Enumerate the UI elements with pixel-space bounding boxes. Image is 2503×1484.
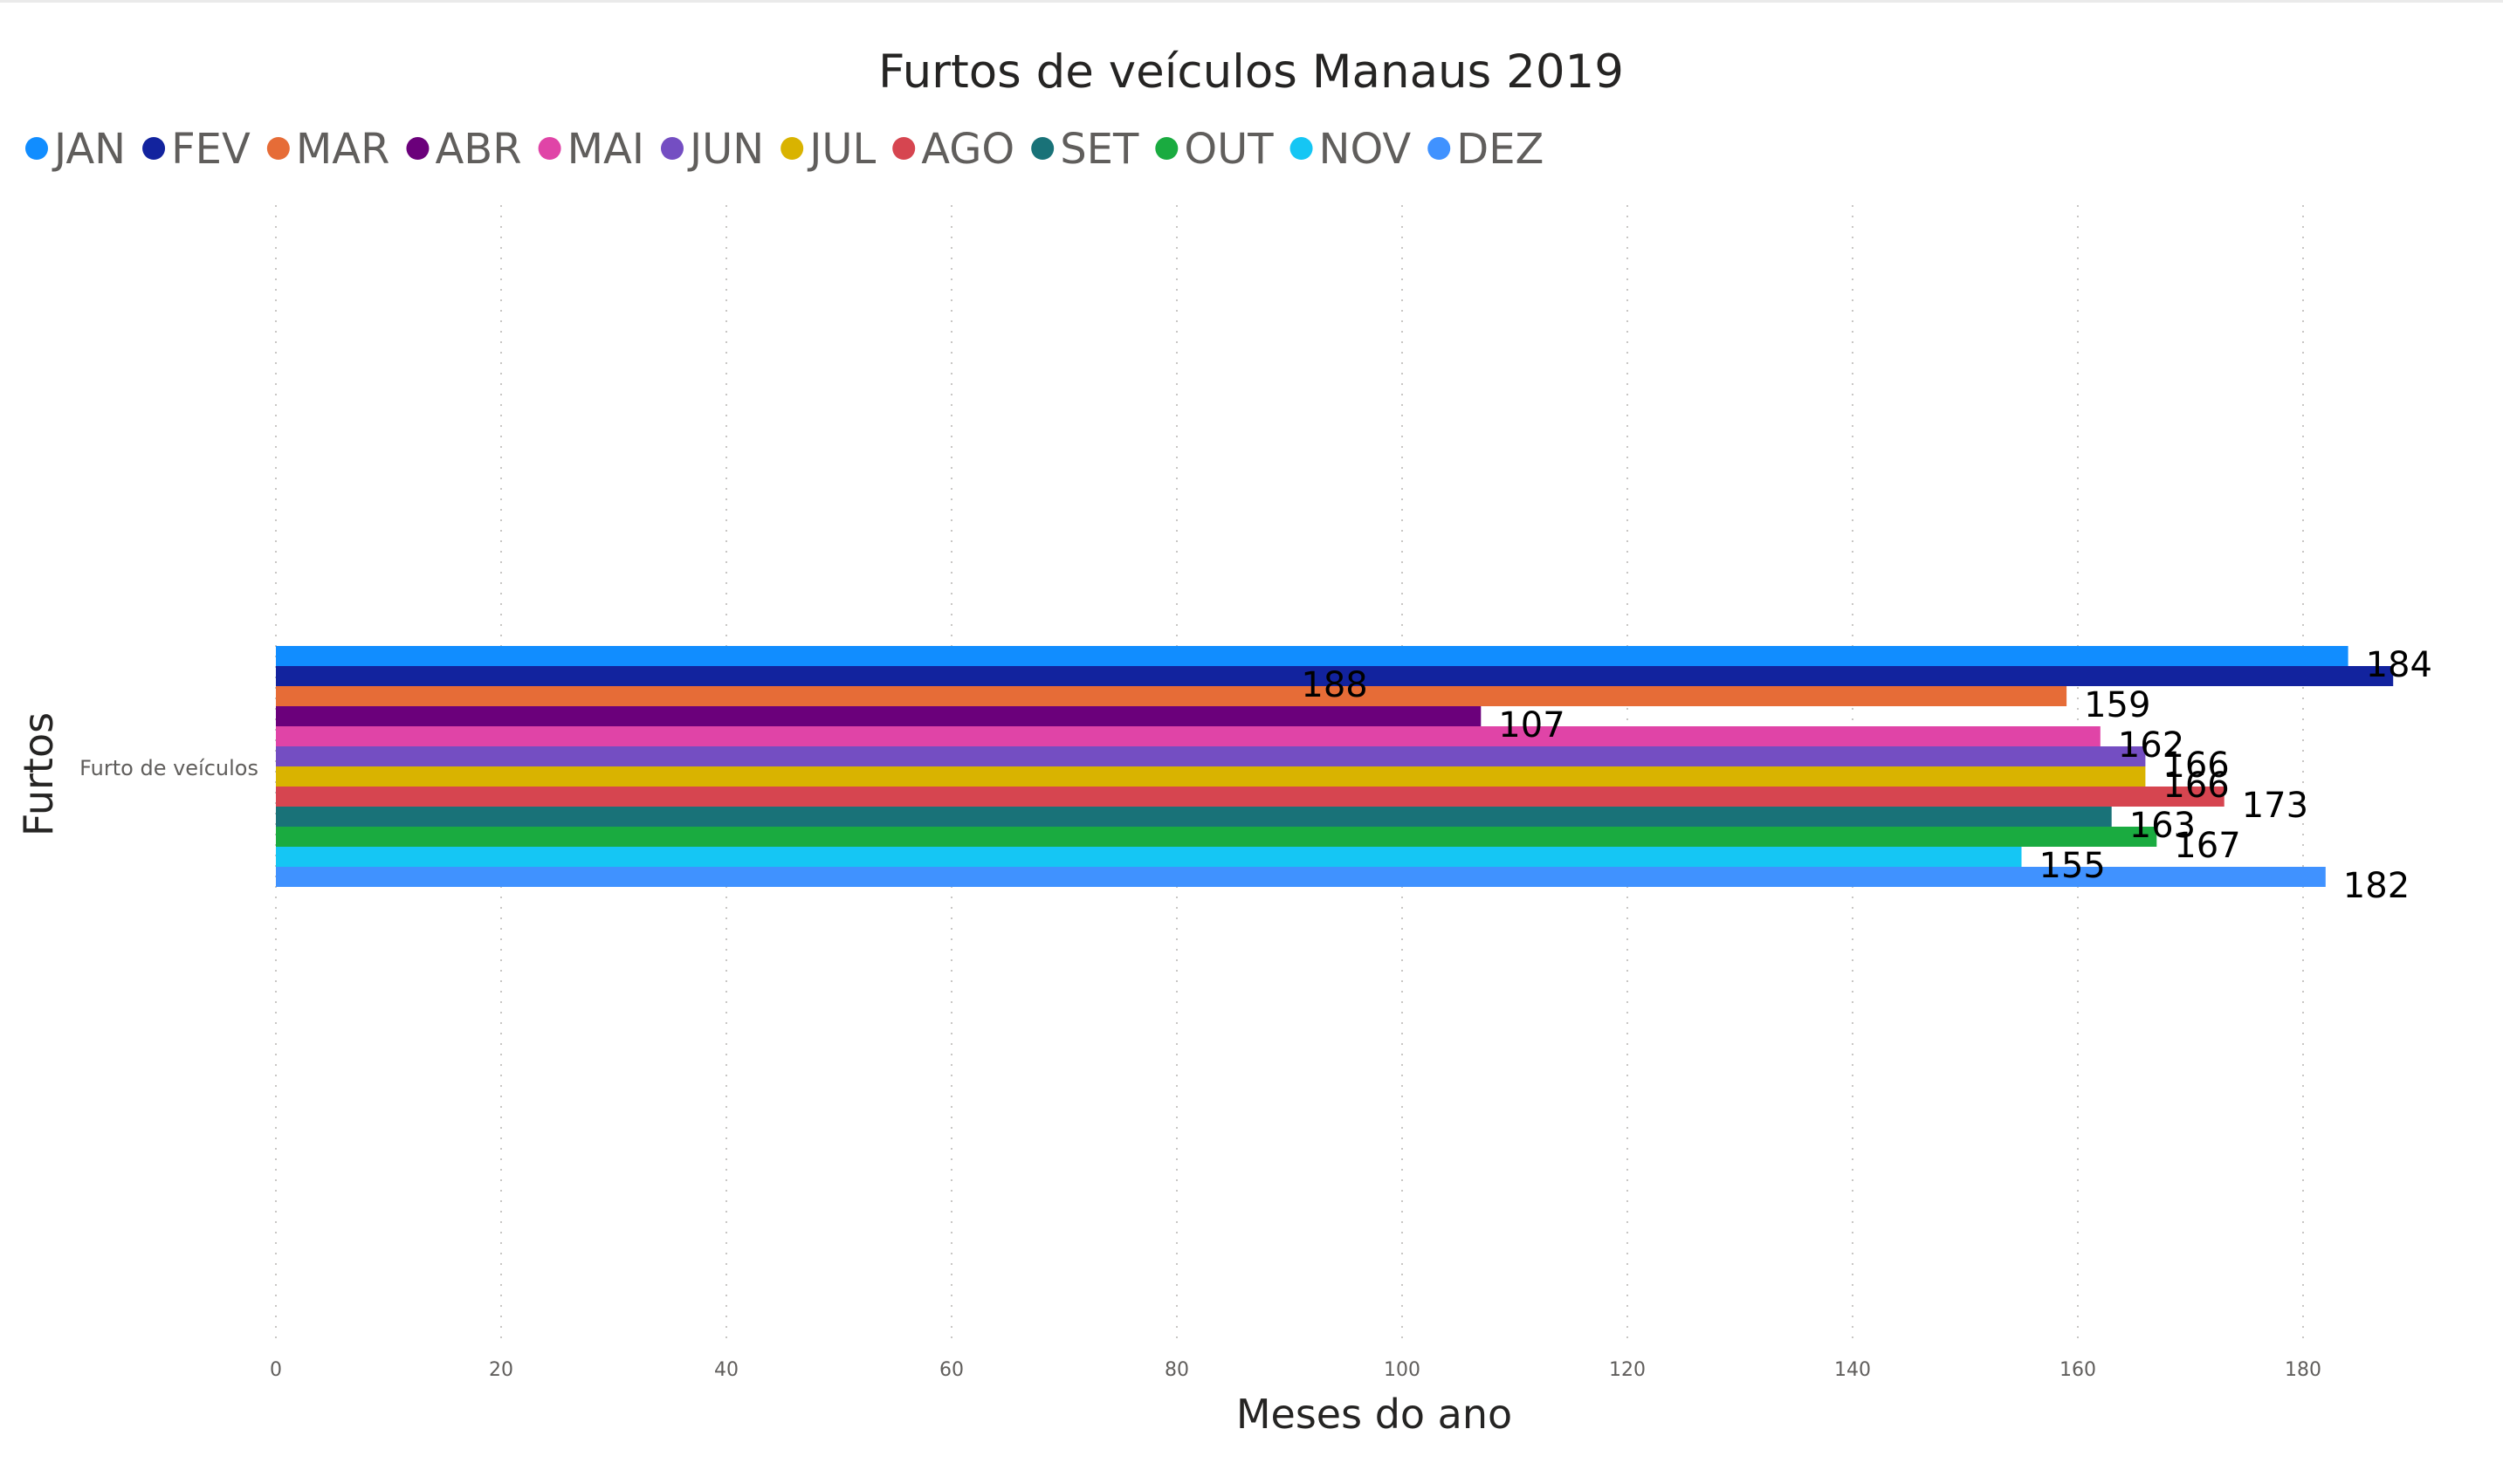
- x-tick-label: 80: [1165, 1359, 1189, 1381]
- top-border: [0, 0, 2503, 3]
- data-label-dez: 182: [2343, 866, 2410, 906]
- data-label-abr: 107: [1498, 705, 1564, 745]
- legend-marker: [780, 137, 804, 160]
- bar-set: [276, 807, 2112, 827]
- x-tick-label: 60: [939, 1359, 964, 1381]
- legend-marker: [1427, 137, 1451, 160]
- data-label-nov: 155: [2039, 846, 2106, 886]
- x-tick-label: 0: [270, 1359, 282, 1381]
- x-tick-label: 180: [2285, 1359, 2321, 1381]
- legend-label: MAI: [567, 125, 644, 174]
- legend-item-jun[interactable]: JUN: [660, 125, 764, 174]
- legend-label: ABR: [435, 125, 521, 174]
- legend-item-fev[interactable]: FEV: [142, 125, 251, 174]
- legend-item-mai[interactable]: MAI: [538, 125, 644, 174]
- legend-item-ago[interactable]: AGO: [892, 125, 1014, 174]
- legend-label: OUT: [1184, 125, 1274, 174]
- chart-title: Furtos de veículos Manaus 2019: [878, 45, 1624, 99]
- legend-label: JUL: [807, 125, 876, 174]
- legend-marker: [266, 137, 290, 160]
- y-axis-title: Furtos: [15, 712, 62, 836]
- bar-nov: [276, 847, 2022, 867]
- legend-label: JAN: [52, 125, 126, 174]
- gridlines: [275, 205, 2304, 1344]
- legend-label: FEV: [171, 125, 251, 174]
- data-label-set: 163: [2129, 806, 2196, 846]
- bar-ago: [276, 787, 2225, 807]
- x-tick-label: 160: [2059, 1359, 2096, 1381]
- bar-abr: [276, 706, 1482, 726]
- legend-item-set[interactable]: SET: [1031, 125, 1139, 174]
- legend-item-mar[interactable]: MAR: [266, 125, 390, 174]
- legend-item-out[interactable]: OUT: [1155, 125, 1274, 174]
- x-tick-label: 100: [1384, 1359, 1420, 1381]
- legend-item-dez[interactable]: DEZ: [1427, 125, 1544, 174]
- legend-item-jul[interactable]: JUL: [780, 125, 876, 174]
- legend-marker: [406, 137, 430, 160]
- x-axis-title: Meses do ano: [1236, 1391, 1512, 1438]
- bar-jun: [276, 746, 2146, 766]
- x-tick-label: 40: [714, 1359, 739, 1381]
- x-axis-ticks: 0 20 40 60 80 100 120 140 160 180: [270, 1359, 2321, 1381]
- data-label-out: 167: [2174, 826, 2240, 866]
- legend-item-nov[interactable]: NOV: [1289, 125, 1412, 174]
- x-tick-label: 140: [1834, 1359, 1871, 1381]
- legend-marker: [25, 137, 48, 160]
- bars: [276, 646, 2394, 887]
- legend-marker: [142, 137, 166, 160]
- legend-marker: [1289, 137, 1313, 160]
- legend-label: DEZ: [1456, 125, 1544, 174]
- legend-label: MAR: [296, 125, 390, 174]
- data-label-fev: 188: [1301, 665, 1367, 705]
- data-label-jul: 166: [2163, 766, 2229, 806]
- legend-item-abr[interactable]: ABR: [406, 125, 522, 174]
- y-category-label: Furto de veículos: [79, 756, 258, 780]
- data-label-jun: 166: [2163, 745, 2229, 786]
- legend-label: JUN: [687, 125, 764, 174]
- legend-marker: [660, 137, 684, 160]
- legend-marker: [1155, 137, 1179, 160]
- data-label-mai: 162: [2118, 725, 2184, 766]
- legend-marker: [892, 137, 916, 160]
- bar-mar: [276, 686, 2067, 706]
- bar-fev: [276, 666, 2394, 686]
- legend-item-jan[interactable]: JAN: [25, 125, 126, 174]
- x-tick-label: 120: [1609, 1359, 1646, 1381]
- y-axis-categories: Furto de veículos: [79, 756, 258, 780]
- legend-label: AGO: [921, 125, 1014, 174]
- bar-dez: [276, 867, 2326, 887]
- data-label-ago: 173: [2242, 786, 2308, 826]
- bar-jan: [276, 646, 2348, 666]
- bar-jul: [276, 766, 2146, 787]
- legend-marker: [1031, 137, 1055, 160]
- x-tick-label: 20: [489, 1359, 513, 1381]
- data-label-mar: 159: [2084, 685, 2150, 725]
- legend-label: NOV: [1319, 125, 1412, 174]
- data-label-jan: 184: [2366, 645, 2432, 685]
- legend-label: SET: [1060, 125, 1139, 174]
- legend: JAN FEV MAR ABR MAI JUN JUL AGO SET OUT NOV DEZ: [25, 125, 1544, 174]
- bar-out: [276, 827, 2157, 847]
- legend-marker: [538, 137, 561, 160]
- bar-mai: [276, 726, 2101, 746]
